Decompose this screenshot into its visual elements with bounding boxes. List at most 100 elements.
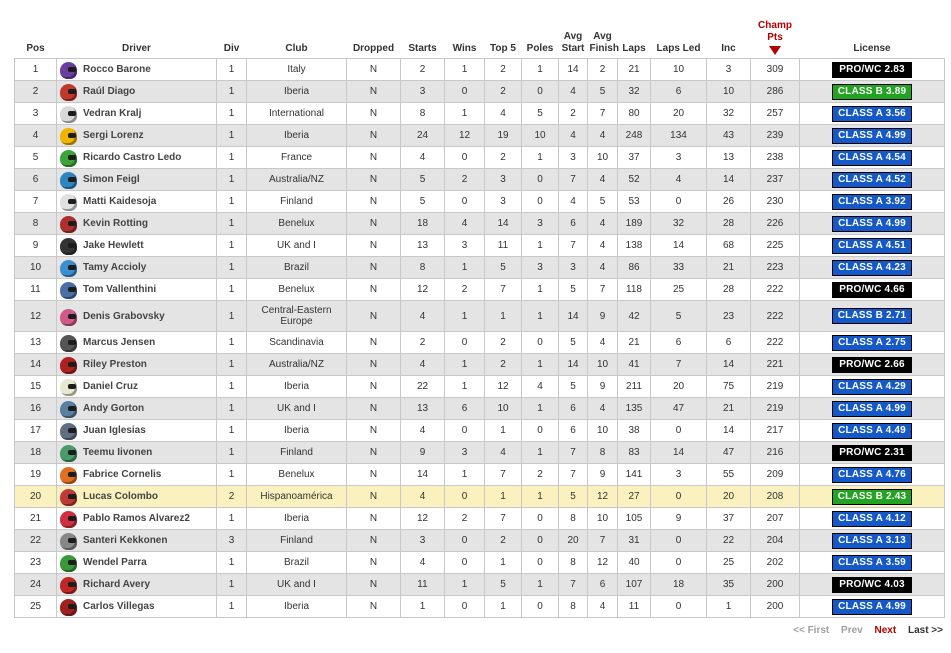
div-cell: 1 bbox=[216, 375, 247, 398]
laps-led-cell: 4 bbox=[650, 168, 707, 191]
table-row[interactable]: 14 Riley Preston 1 Australia/NZ N 4 1 2 1 14 10 41 7… bbox=[14, 353, 945, 376]
table-row[interactable]: 18 Teemu Iivonen 1 Finland N 9 3 4 1 7 8 83 14 47 216 P… bbox=[14, 441, 945, 464]
laps-led-cell: 0 bbox=[650, 529, 707, 552]
driver-name[interactable]: Pablo Ramos Alvarez2 bbox=[83, 513, 190, 525]
avg-finish-cell: 9 bbox=[587, 300, 618, 332]
table-row[interactable]: 24 Richard Avery 1 UK and I N 11 1 5 1 7 6 107 18 35 2… bbox=[14, 573, 945, 596]
table-row[interactable]: 22 Santeri Kekkonen 3 Finland N 3 0 2 0 20 7 31 0 22 2… bbox=[14, 529, 945, 552]
driver-name[interactable]: Jake Hewlett bbox=[83, 240, 144, 252]
driver-name[interactable]: Marcus Jensen bbox=[83, 337, 156, 349]
table-row[interactable]: 15 Daniel Cruz 1 Iberia N 22 1 12 4 5 9 211 20 75 219 C… bbox=[14, 375, 945, 398]
col-license[interactable]: License bbox=[853, 43, 891, 54]
driver-name[interactable]: Fabrice Cornelis bbox=[83, 469, 162, 481]
table-row[interactable]: 2 Raúl Diago 1 Iberia N 3 0 2 0 4 5 32 6 10 286 CLASS B… bbox=[14, 80, 945, 103]
table-row[interactable]: 13 Marcus Jensen 1 Scandinavia N 2 0 2 0 5 4 21 6 6 22… bbox=[14, 331, 945, 354]
col-starts[interactable]: Starts bbox=[408, 43, 437, 54]
driver-name[interactable]: Riley Preston bbox=[83, 359, 147, 371]
col-laps[interactable]: Laps bbox=[622, 43, 646, 54]
col-avg-finish[interactable]: Avg Finish bbox=[589, 31, 619, 54]
table-row[interactable]: 8 Kevin Rotting 1 Benelux N 18 4 14 3 6 4 189 32 28 22… bbox=[14, 212, 945, 235]
table-row[interactable]: 23 Wendel Parra 1 Brazil N 4 0 1 0 8 12 40 0 25 202 CLA… bbox=[14, 551, 945, 574]
col-champ-pts[interactable]: Champ Pts bbox=[751, 8, 800, 59]
driver-name[interactable]: Simon Feigl bbox=[83, 174, 140, 186]
table-row[interactable]: 16 Andy Gorton 1 UK and I N 13 6 10 1 6 4 135 47 21 21… bbox=[14, 397, 945, 420]
driver-name[interactable]: Vedran Kralj bbox=[83, 108, 142, 120]
driver-name[interactable]: Raúl Diago bbox=[83, 86, 136, 98]
table-row[interactable]: 12 Denis Grabovsky 1 Central-Eastern Europe… bbox=[14, 300, 945, 332]
prev-page-link[interactable]: Prev bbox=[841, 625, 863, 636]
helmet-icon bbox=[60, 533, 77, 550]
col-inc[interactable]: Inc bbox=[721, 43, 736, 54]
table-row[interactable]: 9 Jake Hewlett 1 UK and I N 13 3 11 1 7 4 138 14 68 22… bbox=[14, 234, 945, 257]
col-laps-led[interactable]: Laps Led bbox=[656, 43, 701, 54]
col-div[interactable]: Div bbox=[223, 43, 240, 54]
table-row[interactable]: 21 Pablo Ramos Alvarez2 1 Iberia N 12 2 7 0 8 10 10… bbox=[14, 507, 945, 530]
driver-name[interactable]: Rocco Barone bbox=[83, 64, 151, 76]
first-page-link[interactable]: << First bbox=[793, 625, 830, 636]
license-badge: PRO/WC 2.31 bbox=[832, 444, 912, 461]
driver-name[interactable]: Tom Vallenthini bbox=[83, 284, 157, 296]
license-cell: CLASS A 2.75 bbox=[799, 331, 945, 354]
driver-name[interactable]: Ricardo Castro Ledo bbox=[83, 152, 182, 164]
table-row[interactable]: 10 Tamy Accioly 1 Brazil N 8 1 5 3 3 4 86 33 21 223 CLA… bbox=[14, 256, 945, 279]
avg-start-cell: 7 bbox=[558, 463, 588, 486]
wins-cell: 1 bbox=[444, 102, 485, 125]
starts-cell: 8 bbox=[400, 256, 445, 279]
div-cell: 1 bbox=[216, 507, 247, 530]
table-row[interactable]: 25 Carlos Villegas 1 Iberia N 1 0 1 0 8 4 11 0 1 200 CL… bbox=[14, 595, 945, 618]
helmet-cell: Tamy Accioly bbox=[56, 256, 217, 279]
driver-name[interactable]: Richard Avery bbox=[83, 579, 151, 591]
col-wins[interactable]: Wins bbox=[452, 43, 477, 54]
inc-cell: 3 bbox=[706, 58, 751, 81]
driver-name[interactable]: Teemu Iivonen bbox=[83, 447, 153, 459]
driver-name[interactable]: Carlos Villegas bbox=[83, 601, 155, 613]
starts-cell: 2 bbox=[400, 331, 445, 354]
table-row[interactable]: 11 Tom Vallenthini 1 Benelux N 12 2 7 1 5 7 118 25 28… bbox=[14, 278, 945, 301]
wins-cell: 3 bbox=[444, 234, 485, 257]
table-row[interactable]: 6 Simon Feigl 1 Australia/NZ N 5 2 3 0 7 4 52 4 14 237… bbox=[14, 168, 945, 191]
driver-name[interactable]: Tamy Accioly bbox=[83, 262, 147, 274]
helmet-icon bbox=[60, 260, 77, 277]
avg-start-cell: 4 bbox=[558, 190, 588, 213]
club-cell: International bbox=[246, 102, 347, 125]
table-row[interactable]: 19 Fabrice Cornelis 1 Benelux N 14 1 7 2 7 9 141 3 55… bbox=[14, 463, 945, 486]
driver-name[interactable]: Kevin Rotting bbox=[83, 218, 148, 230]
col-pos[interactable]: Pos bbox=[26, 43, 45, 54]
last-page-link[interactable]: Last >> bbox=[907, 625, 943, 636]
table-row[interactable]: 4 Sergi Lorenz 1 Iberia N 24 12 19 10 4 4 248 134 43 2… bbox=[14, 124, 945, 147]
laps-led-cell: 14 bbox=[650, 441, 707, 464]
driver-name[interactable]: Denis Grabovsky bbox=[83, 310, 165, 322]
col-dropped[interactable]: Dropped bbox=[352, 43, 395, 54]
table-row[interactable]: 3 Vedran Kralj 1 International N 8 1 4 5 2 7 80 20 32… bbox=[14, 102, 945, 125]
table-row[interactable]: 17 Juan Iglesias 1 Iberia N 4 0 1 0 6 10 38 0 14 217 CL… bbox=[14, 419, 945, 442]
license-badge: CLASS B 3.89 bbox=[832, 83, 912, 100]
avg-start-cell: 8 bbox=[558, 551, 588, 574]
table-row[interactable]: 1 Rocco Barone 1 Italy N 2 1 2 1 14 2 21 10 3 309 PRO/W… bbox=[14, 58, 945, 81]
driver-name[interactable]: Juan Iglesias bbox=[83, 425, 146, 437]
table-row[interactable]: 20 Lucas Colombo 2 Hispanoamérica N 4 0 1 1 5 12 27… bbox=[14, 485, 945, 508]
driver-name[interactable]: Matti Kaidesoja bbox=[83, 196, 157, 208]
table-row[interactable]: 5 Ricardo Castro Ledo 1 France N 4 0 2 1 3 10 37 3 13… bbox=[14, 146, 945, 169]
club-cell: Australia/NZ bbox=[246, 353, 347, 376]
helmet-cell: Simon Feigl bbox=[56, 168, 217, 191]
driver-name[interactable]: Santeri Kekkonen bbox=[83, 535, 168, 547]
next-page-link[interactable]: Next bbox=[874, 625, 897, 636]
col-club[interactable]: Club bbox=[285, 43, 308, 54]
champ-pts-cell: 309 bbox=[750, 58, 800, 81]
license-cell: CLASS A 4.99 bbox=[799, 212, 945, 235]
col-driver[interactable]: Driver bbox=[122, 43, 151, 54]
col-top5[interactable]: Top 5 bbox=[490, 43, 516, 54]
col-avg-start[interactable]: Avg Start bbox=[561, 31, 585, 54]
driver-name[interactable]: Andy Gorton bbox=[83, 403, 145, 415]
driver-name[interactable]: Wendel Parra bbox=[83, 557, 147, 569]
table-row[interactable]: 7 Matti Kaidesoja 1 Finland N 5 0 3 0 4 5 53 0 26 230 C… bbox=[14, 190, 945, 213]
license-badge: CLASS A 4.23 bbox=[832, 259, 912, 276]
driver-name[interactable]: Lucas Colombo bbox=[83, 491, 159, 503]
col-poles[interactable]: Poles bbox=[526, 43, 554, 54]
driver-name[interactable]: Sergi Lorenz bbox=[83, 130, 144, 142]
driver-name[interactable]: Daniel Cruz bbox=[83, 381, 139, 393]
table-body: 1 Rocco Barone 1 Italy N 2 1 2 1 14 2 21 10 3 309 PRO/W… bbox=[14, 58, 945, 618]
inc-cell: 22 bbox=[706, 529, 751, 552]
avg-start-cell: 6 bbox=[558, 397, 588, 420]
laps-cell: 42 bbox=[617, 300, 651, 332]
